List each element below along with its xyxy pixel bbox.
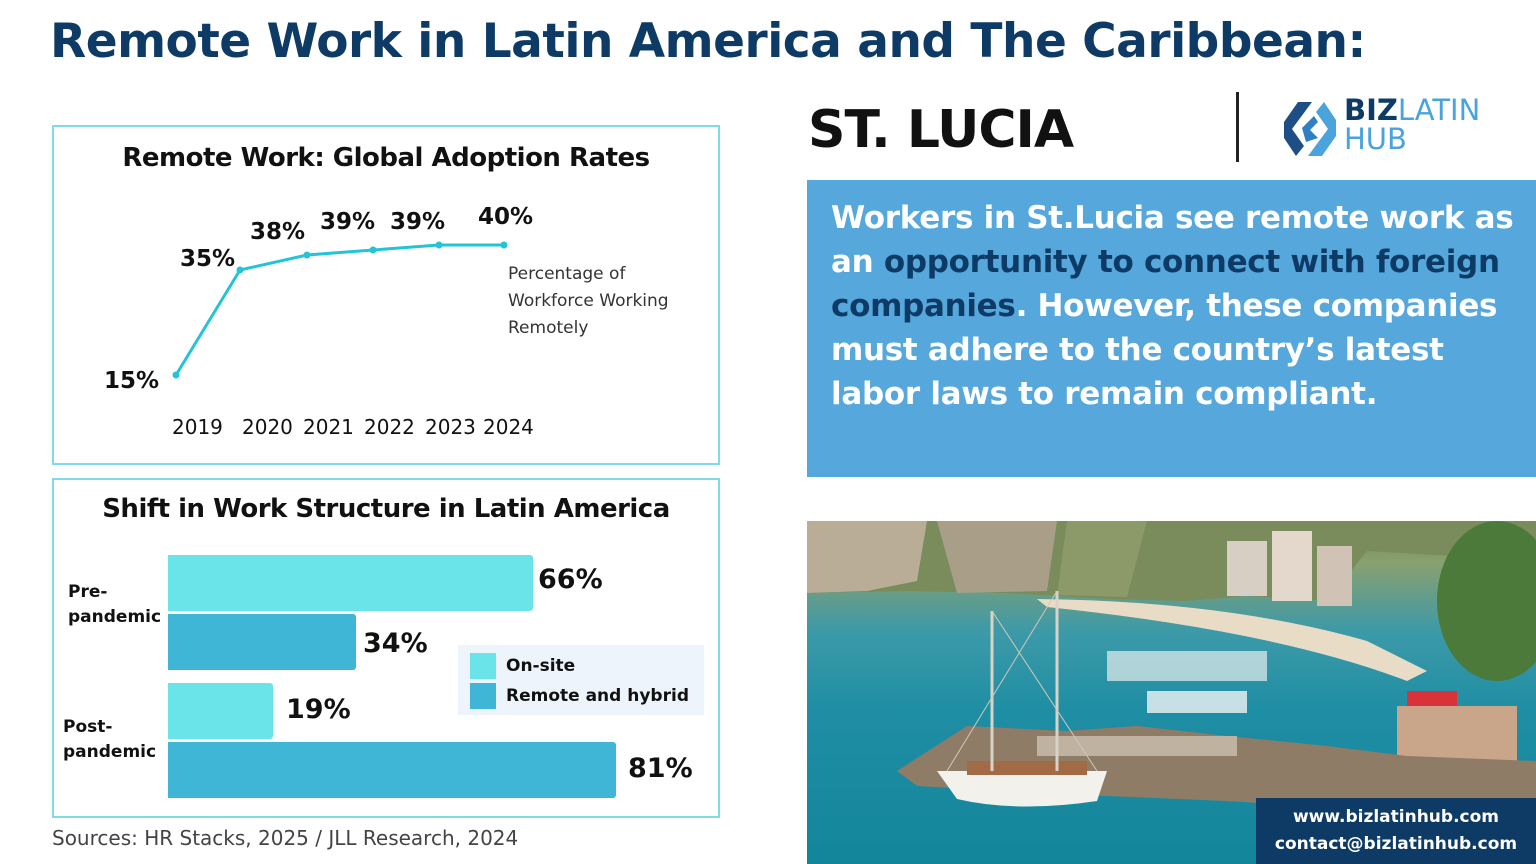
point-label-2023: 39% xyxy=(390,209,446,235)
bar-post-onsite xyxy=(168,683,273,739)
line-chart-title: Remote Work: Global Adoption Rates xyxy=(122,143,650,173)
callout-text: Workers in St.Lucia see remote work as a… xyxy=(831,200,1514,412)
bar-chart-legend: On-site Remote and hybrid xyxy=(458,645,704,715)
main-title: Remote Work in Latin America and The Car… xyxy=(50,14,1366,69)
bar-value-post-onsite: 19% xyxy=(286,694,351,725)
bizlatinhub-logo: BIZLATIN HUB xyxy=(1282,96,1492,162)
callout-highlight: opportunity to connect with foreign comp… xyxy=(831,244,1500,324)
legend-swatch-onsite xyxy=(470,653,496,679)
point-label-2021: 38% xyxy=(250,219,306,245)
bar-post-remote xyxy=(168,742,616,798)
website-link[interactable]: www.bizlatinhub.com xyxy=(1292,807,1500,827)
bar-chart-title: Shift in Work Structure in Latin America xyxy=(102,494,670,524)
series-annotation: Percentage of Workforce Working Remotely xyxy=(508,264,669,338)
sources-note: Sources: HR Stacks, 2025 / JLL Research,… xyxy=(52,826,519,850)
bar-chart-panel: Shift in Work Structure in Latin America… xyxy=(52,478,720,818)
x-tick-2021: 2021 xyxy=(303,415,354,439)
callout-box: Workers in St.Lucia see remote work as a… xyxy=(807,180,1536,477)
legend-swatch-remote xyxy=(470,683,496,709)
category-label-post-pandemic: Post- pandemic xyxy=(63,717,157,762)
country-heading: ST. LUCIA xyxy=(808,100,1074,160)
x-tick-2024: 2024 xyxy=(483,415,534,439)
legend-item-onsite: On-site xyxy=(470,651,692,681)
point-label-2022: 39% xyxy=(320,209,376,235)
point-label-2024: 40% xyxy=(478,204,534,230)
x-tick-2023: 2023 xyxy=(425,415,476,439)
bar-pre-remote xyxy=(168,614,356,670)
bar-value-pre-onsite: 66% xyxy=(538,564,603,595)
point-label-2019: 15% xyxy=(104,368,160,394)
bar-value-post-remote: 81% xyxy=(628,753,693,784)
category-label-pre-pandemic: Pre- pandemic xyxy=(68,582,162,627)
legend-item-remote: Remote and hybrid xyxy=(470,681,692,711)
point-label-2020: 35% xyxy=(180,246,236,272)
logo-wordmark: BIZLATIN HUB xyxy=(1344,93,1481,156)
logo-mark-icon xyxy=(1284,102,1336,156)
x-tick-2020: 2020 xyxy=(242,415,293,439)
email-link[interactable]: contact@bizlatinhub.com xyxy=(1274,834,1518,854)
x-tick-2019: 2019 xyxy=(172,415,223,439)
bar-pre-onsite xyxy=(168,555,533,611)
line-chart-panel: Remote Work: Global Adoption Rates 15% 3… xyxy=(52,125,720,465)
x-tick-2022: 2022 xyxy=(364,415,415,439)
header-divider xyxy=(1236,92,1239,162)
line-chart-plot xyxy=(172,241,508,379)
contact-box: www.bizlatinhub.com contact@bizlatinhub.… xyxy=(1256,798,1536,864)
harbor-illustration xyxy=(807,521,1536,821)
bar-value-pre-remote: 34% xyxy=(363,628,428,659)
